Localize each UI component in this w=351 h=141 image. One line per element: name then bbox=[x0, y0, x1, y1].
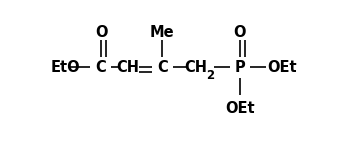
Text: O: O bbox=[233, 25, 246, 40]
Text: Me: Me bbox=[150, 25, 174, 40]
Text: C: C bbox=[95, 60, 106, 75]
Text: CH: CH bbox=[117, 60, 140, 75]
Text: CH: CH bbox=[185, 60, 208, 75]
Text: P: P bbox=[234, 60, 245, 75]
Text: OEt: OEt bbox=[225, 101, 254, 116]
Text: O: O bbox=[95, 25, 107, 40]
Text: 2: 2 bbox=[206, 69, 214, 81]
Text: OEt: OEt bbox=[267, 60, 297, 75]
Text: C: C bbox=[157, 60, 167, 75]
Text: EtO: EtO bbox=[51, 60, 80, 75]
